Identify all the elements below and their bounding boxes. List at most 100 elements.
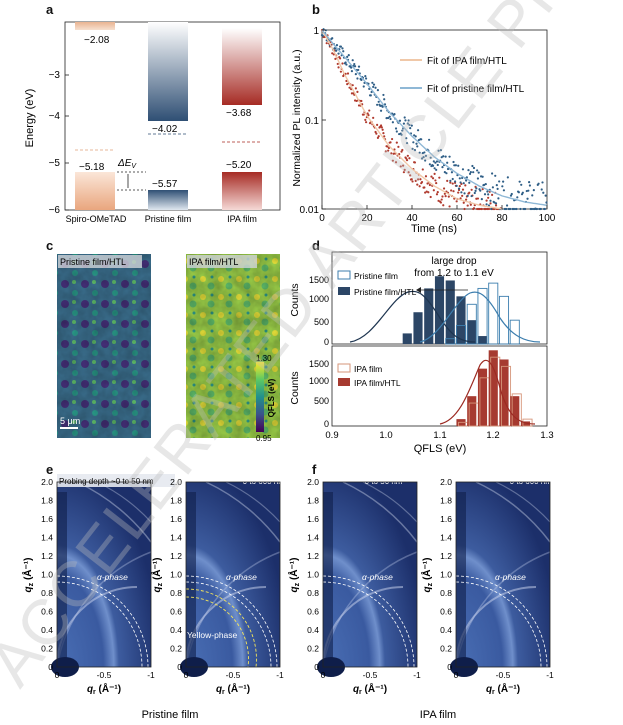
colorbar-max: 1.30 <box>256 354 272 363</box>
pl-point <box>421 168 424 171</box>
probe-depth-3: ~0 to 50 nm <box>360 477 403 486</box>
pl-point <box>434 161 437 164</box>
ipa-cb-bar <box>222 28 262 105</box>
pl-point <box>491 172 494 175</box>
pl-point <box>377 100 380 103</box>
giwaxs-maps: Probing depth ~0 to 50 nm α-phase ~0 to … <box>21 474 554 721</box>
pl-point <box>357 65 361 68</box>
pl-point <box>475 187 478 190</box>
pl-point <box>449 179 452 182</box>
pl-point <box>477 171 480 174</box>
pl-point <box>448 155 451 158</box>
giwaxs-ytick: 2.0 <box>41 477 53 487</box>
giwaxs-ytick: 1.0 <box>307 570 319 580</box>
qfls-histograms: large drop from 1.2 to 1.1 eV Pristine f… <box>290 251 554 455</box>
giwaxs-ytick: 1.6 <box>170 514 182 524</box>
pl-point <box>486 190 489 193</box>
pl-point <box>476 169 479 172</box>
pl-point <box>515 207 518 211</box>
bottom-axes-frame <box>331 345 548 427</box>
bottom-histogram-bars <box>456 350 533 427</box>
qr-axis-label: qr (Å⁻¹) <box>353 682 387 696</box>
pristine-htl-bar <box>402 333 412 344</box>
pl-point <box>491 186 494 189</box>
pl-point <box>406 122 409 125</box>
category-pristine: Pristine film <box>145 214 192 224</box>
pl-point <box>374 130 377 134</box>
qr-axis-label: qr (Å⁻¹) <box>216 682 250 696</box>
pl-point <box>398 119 402 122</box>
ipa-vb-bar <box>222 172 262 210</box>
pl-point <box>408 123 411 127</box>
pl-point <box>468 181 471 184</box>
pl-point <box>362 85 365 88</box>
pristine-htl-bar <box>477 336 488 344</box>
pl-point <box>372 85 375 89</box>
yellow-phase-label: Yellow-phase <box>187 630 238 640</box>
giwaxs-ytick: 1.6 <box>307 514 319 524</box>
pl-fit-line <box>321 29 548 206</box>
pl-point <box>424 175 428 178</box>
pl-point <box>388 115 391 118</box>
xtick-1.2: 1.2 <box>486 430 499 441</box>
pl-point <box>387 116 390 120</box>
pl-point <box>345 63 348 66</box>
pl-point <box>341 47 344 50</box>
pl-point <box>403 116 406 119</box>
giwaxs-xtick: -1 <box>276 670 284 680</box>
pl-point <box>412 141 415 144</box>
pl-point <box>527 189 530 192</box>
pl-point <box>376 103 379 106</box>
ytick-0.1: 0.1 <box>305 116 319 127</box>
pl-point <box>364 75 367 78</box>
giwaxs-ytick: 0.4 <box>41 625 53 635</box>
pl-point <box>520 183 523 186</box>
pl-point <box>442 155 445 158</box>
pl-point <box>442 204 445 207</box>
pl-point <box>350 66 353 69</box>
pl-point <box>501 185 504 188</box>
pristine-bar <box>509 319 520 345</box>
pristine-bar <box>477 287 488 345</box>
pl-point <box>443 171 446 174</box>
pl-point <box>452 190 455 193</box>
pl-point <box>449 181 452 184</box>
giwaxs-ytick: 0.2 <box>170 644 182 654</box>
label-pristine-bottom: −5.57 <box>152 179 178 190</box>
panel-letter-f: f <box>312 462 317 477</box>
pl-point <box>401 148 404 152</box>
probe-depth-2: ~0 to 600 nm <box>238 477 285 486</box>
pl-point <box>387 149 390 152</box>
pl-point <box>441 195 444 198</box>
pl-point <box>339 70 342 73</box>
pl-point <box>432 189 435 192</box>
giwaxs-ytick: 1.0 <box>170 570 182 580</box>
pl-point <box>415 142 418 145</box>
pl-point <box>418 185 421 188</box>
giwaxs-ytick: 0.2 <box>440 644 452 654</box>
pl-point <box>413 161 417 164</box>
pl-point <box>393 112 396 116</box>
ipa-htl-bar <box>467 396 477 426</box>
pl-point <box>465 198 468 201</box>
pl-point <box>483 193 487 196</box>
pl-point <box>461 168 465 171</box>
pl-point <box>542 191 545 194</box>
pl-point <box>351 59 354 62</box>
pl-point <box>446 179 449 182</box>
pl-point <box>424 154 428 157</box>
pl-point <box>494 202 498 205</box>
pl-point <box>440 198 443 201</box>
pristine-htl-bar <box>434 276 445 344</box>
pl-point <box>353 62 356 66</box>
pristine-cb-bar <box>148 22 188 121</box>
pl-point <box>487 207 491 211</box>
caption-ipa: IPA film <box>420 709 456 721</box>
pl-point <box>418 151 421 154</box>
pl-point <box>350 92 354 95</box>
pl-point <box>424 159 427 162</box>
ytick-m4: −4 <box>49 111 61 122</box>
pl-point <box>468 191 471 194</box>
alpha-phase-4: α-phase <box>495 572 526 582</box>
pl-point <box>484 182 487 186</box>
